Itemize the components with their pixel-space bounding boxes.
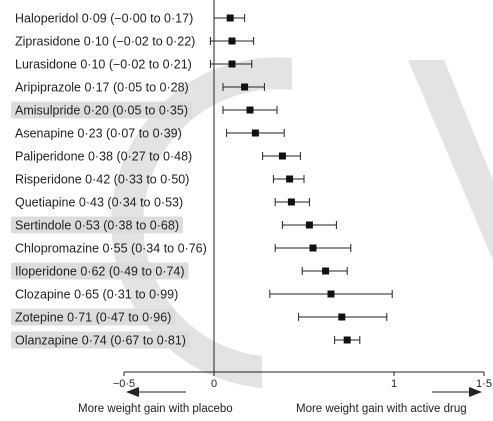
row-label: Paliperidone 0·38 (0·27 to 0·48) [15, 150, 192, 164]
study-row: Aripiprazole 0·17 (0·05 to 0·28) [15, 81, 265, 95]
study-row: Iloperidone 0·62 (0·49 to 0·74) [15, 265, 348, 279]
watermark-logo [111, 57, 493, 389]
study-row: Sertindole 0·53 (0·38 to 0·68) [15, 219, 337, 233]
point-estimate [278, 152, 286, 160]
row-label: Clozapine 0·65 (0·31 to 0·99) [15, 288, 178, 302]
right-arrow-icon [469, 387, 482, 397]
right-direction-label: More weight gain with active drug [296, 403, 467, 415]
point-estimate [322, 267, 330, 275]
label-highlight [11, 101, 192, 119]
point-estimate [286, 175, 294, 183]
row-label: Lurasidone 0·10 (−0·02 to 0·21) [15, 58, 192, 72]
study-row: Lurasidone 0·10 (−0·02 to 0·21) [15, 58, 253, 72]
point-estimate [305, 221, 313, 229]
point-estimate [287, 198, 295, 206]
watermark-slash [408, 60, 493, 260]
row-label: Risperidone 0·42 (0·33 to 0·50) [15, 173, 189, 187]
row-label: Amisulpride 0·20 (0·05 to 0·35) [15, 104, 188, 118]
point-estimate [246, 106, 254, 114]
point-estimate [338, 313, 346, 321]
row-label: Zotepine 0·71 (0·47 to 0·96) [15, 311, 171, 325]
point-estimate [251, 129, 259, 137]
study-row: Haloperidol 0·09 (−0·00 to 0·17) [15, 12, 246, 26]
row-label: Olanzapine 0·74 (0·67 to 0·81) [15, 334, 186, 348]
left-arrow-icon [126, 387, 139, 397]
study-row: Amisulpride 0·20 (0·05 to 0·35) [15, 104, 278, 118]
row-label: Haloperidol 0·09 (−0·00 to 0·17) [15, 12, 193, 26]
row-label: Sertindole 0·53 (0·38 to 0·68) [15, 219, 179, 233]
study-row: Paliperidone 0·38 (0·27 to 0·48) [15, 150, 301, 164]
label-highlight [11, 308, 176, 326]
row-label: Quetiapine 0·43 (0·34 to 0·53) [15, 196, 183, 210]
label-highlight [11, 262, 189, 280]
label-highlights [11, 101, 192, 349]
study-row: Clozapine 0·65 (0·31 to 0·99) [15, 288, 393, 302]
study-row: Risperidone 0·42 (0·33 to 0·50) [15, 173, 305, 187]
point-estimate [241, 83, 249, 91]
point-estimate [327, 290, 335, 298]
label-highlight [11, 216, 183, 234]
point-estimate [228, 37, 236, 45]
study-rows: Haloperidol 0·09 (−0·00 to 0·17) Ziprasid… [15, 12, 393, 348]
tick-label: 0 [211, 378, 217, 390]
row-label: Asenapine 0·23 (0·07 to 0·39) [15, 127, 182, 141]
study-row: Chlopromazine 0·55 (0·34 to 0·76) [15, 242, 352, 256]
x-axis: −0·5 0 1 1·5 [113, 371, 492, 390]
study-row: Olanzapine 0·74 (0·67 to 0·81) [15, 334, 361, 348]
study-row: Zotepine 0·71 (0·47 to 0·96) [15, 311, 388, 325]
tick-label: 1·5 [476, 378, 492, 390]
left-direction-label: More weight gain with placebo [78, 403, 233, 415]
point-estimate [309, 244, 317, 252]
row-label: Iloperidone 0·62 (0·49 to 0·74) [15, 265, 185, 279]
row-label: Chlopromazine 0·55 (0·34 to 0·76) [15, 242, 207, 256]
direction-labels: More weight gain with placebo More weight… [78, 387, 482, 415]
tick-label: 1 [391, 378, 397, 390]
label-highlight [11, 331, 190, 349]
row-label: Aripiprazole 0·17 (0·05 to 0·28) [15, 81, 189, 95]
row-label: Ziprasidone 0·10 (−0·02 to 0·22) [15, 35, 195, 49]
study-row: Quetiapine 0·43 (0·34 to 0·53) [15, 196, 310, 210]
study-row: Asenapine 0·23 (0·07 to 0·39) [15, 127, 285, 141]
point-estimate [343, 336, 351, 344]
study-row: Ziprasidone 0·10 (−0·02 to 0·22) [15, 35, 255, 49]
watermark-arc [111, 57, 292, 389]
tick-label: −0·5 [113, 378, 135, 390]
point-estimate [226, 14, 234, 22]
point-estimate [228, 60, 236, 68]
